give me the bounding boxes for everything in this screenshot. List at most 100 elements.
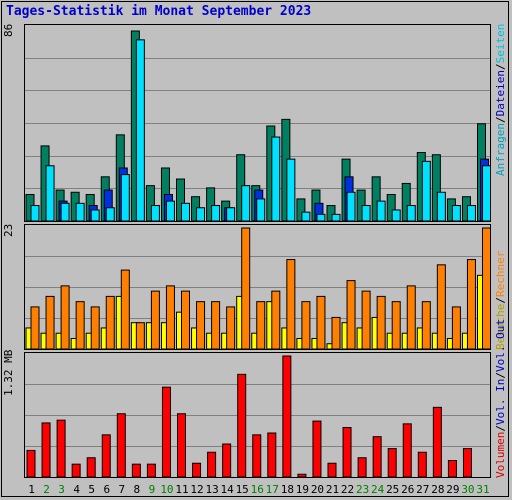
bar-anfragen xyxy=(145,185,155,221)
bar-volumen xyxy=(282,355,292,477)
requests-chart xyxy=(25,30,490,221)
bar-volumen xyxy=(237,373,247,477)
bar-anfragen xyxy=(431,154,441,221)
volume-chart xyxy=(25,355,490,477)
bar-dateien xyxy=(196,207,206,221)
bar-volumen xyxy=(402,423,412,477)
legend-vol-out: Vol. Out xyxy=(494,319,507,373)
x-tick-label: 21 xyxy=(325,483,340,496)
bar-volumen xyxy=(207,451,217,477)
bar-dateien xyxy=(421,160,431,221)
bar-rechner xyxy=(421,301,431,349)
bar-volumen xyxy=(327,462,337,477)
x-tick-label: 18 xyxy=(280,483,294,496)
bar-rechner xyxy=(346,280,356,349)
x-tick-label: 24 xyxy=(371,483,385,496)
top-legend: Anfragen/Dateien/Seiten xyxy=(494,24,510,222)
bar-volumen xyxy=(161,386,171,477)
bar-volumen xyxy=(86,457,96,477)
x-tick-label: 22 xyxy=(340,483,355,496)
bar-volumen xyxy=(146,463,156,477)
x-tick-label: 9 xyxy=(148,483,156,496)
top-max-label: 86 xyxy=(2,24,15,38)
bar-dateien xyxy=(120,174,130,221)
x-tick-label: 6 xyxy=(103,483,111,496)
legend-sep: / xyxy=(494,372,507,379)
bar-dateien xyxy=(301,211,311,221)
bar-volumen xyxy=(372,436,382,477)
bar-volumen xyxy=(267,432,277,477)
bar-rechner xyxy=(196,301,206,349)
bar-dateien xyxy=(226,207,236,221)
bar-dateien xyxy=(436,191,446,221)
bar-dateien xyxy=(271,136,281,221)
x-tick-label: 1 xyxy=(28,483,35,496)
bar-rechner xyxy=(90,306,100,349)
bar-volumen xyxy=(222,443,232,477)
bar-volumen xyxy=(177,413,186,477)
x-tick-label: 31 xyxy=(476,483,490,496)
legend-anfragen: Anfragen xyxy=(494,123,507,177)
bar-rechner xyxy=(391,301,401,349)
bar-dateien xyxy=(45,165,55,221)
x-tick-label: 14 xyxy=(220,483,234,496)
bar-anfragen xyxy=(386,193,396,221)
x-tick-label: 19 xyxy=(295,483,310,496)
bar-rechner xyxy=(286,259,296,349)
bar-anfragen xyxy=(176,178,185,221)
bar-volumen xyxy=(252,434,262,477)
legend-seiten: Seiten xyxy=(494,24,507,64)
bar-dateien xyxy=(75,202,85,221)
bar-rechner xyxy=(45,295,55,349)
bar-volumen xyxy=(116,413,126,477)
bar-rechner xyxy=(226,306,236,349)
bar-dateien xyxy=(256,198,266,221)
bar-dateien xyxy=(30,205,40,221)
bar-volumen xyxy=(312,420,322,477)
bar-dateien xyxy=(346,191,356,221)
bar-rechner xyxy=(181,290,190,349)
bar-volumen xyxy=(131,463,141,477)
legend-sep: / xyxy=(494,116,507,124)
bar-volumen xyxy=(101,434,111,477)
volume-panel xyxy=(24,352,491,478)
bar-dateien xyxy=(90,209,100,221)
bar-rechner xyxy=(316,295,326,349)
bar-rechner xyxy=(436,264,446,349)
bar-rechner xyxy=(135,322,145,349)
requests-panel xyxy=(24,24,491,222)
legend-rechner: Rechner xyxy=(494,250,507,298)
x-tick-label: 13 xyxy=(205,483,219,496)
bar-dateien xyxy=(466,205,476,221)
x-tick-label: 12 xyxy=(190,483,204,496)
bar-dateien xyxy=(211,205,221,221)
bar-volumen xyxy=(56,419,66,477)
bar-volumen xyxy=(447,460,457,477)
bar-dateien xyxy=(451,205,461,221)
legend-sep: / xyxy=(494,63,507,71)
x-tick-label: 28 xyxy=(431,483,445,496)
bar-dateien xyxy=(391,209,401,221)
visits-chart xyxy=(25,227,490,349)
x-tick-label: 17 xyxy=(265,483,279,496)
x-tick-label: 5 xyxy=(88,483,95,496)
bar-dateien xyxy=(376,200,386,221)
bar-rechner xyxy=(331,316,341,349)
bar-volumen xyxy=(342,427,352,477)
x-tick-label: 23 xyxy=(355,483,370,496)
x-tick-label: 26 xyxy=(401,483,415,496)
bar-rechner xyxy=(466,259,476,349)
x-tick-label: 27 xyxy=(416,483,430,496)
bar-dateien xyxy=(241,185,251,221)
x-tick-label: 11 xyxy=(175,483,189,496)
bar-dateien xyxy=(406,205,416,221)
bar-dateien xyxy=(181,202,190,221)
bar-dateien xyxy=(135,39,145,221)
bar-dateien xyxy=(165,200,175,221)
x-tick-label: 29 xyxy=(446,483,460,496)
legend-volumen: Volumen xyxy=(494,431,507,478)
x-tick-label: 30 xyxy=(461,483,475,496)
bar-rechner xyxy=(376,295,386,349)
bar-anfragen xyxy=(296,198,306,221)
